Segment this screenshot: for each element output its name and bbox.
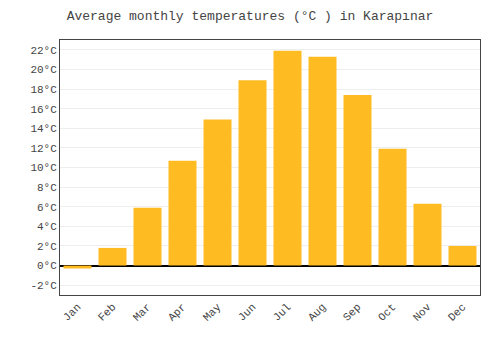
svg-text:Average monthly temperatures (: Average monthly temperatures (°C ) in Ka… xyxy=(67,9,434,24)
svg-text:Aug: Aug xyxy=(306,301,328,323)
svg-text:Nov: Nov xyxy=(411,301,434,324)
svg-text:8°C: 8°C xyxy=(37,182,57,194)
svg-text:Jun: Jun xyxy=(236,301,258,323)
svg-text:Apr: Apr xyxy=(166,301,188,323)
svg-text:Jul: Jul xyxy=(271,301,293,323)
svg-text:20°C: 20°C xyxy=(30,64,57,76)
svg-text:Oct: Oct xyxy=(376,301,398,323)
svg-text:May: May xyxy=(201,301,224,324)
svg-text:6°C: 6°C xyxy=(37,202,57,214)
svg-text:10°C: 10°C xyxy=(30,162,57,174)
svg-text:-2°C: -2°C xyxy=(30,280,57,292)
svg-text:Feb: Feb xyxy=(96,301,118,323)
svg-text:Jan: Jan xyxy=(61,301,83,323)
svg-text:Mar: Mar xyxy=(131,301,153,323)
svg-text:2°C: 2°C xyxy=(37,241,57,253)
svg-text:14°C: 14°C xyxy=(30,123,57,135)
svg-text:Dec: Dec xyxy=(446,301,468,323)
svg-text:0°C: 0°C xyxy=(37,260,57,272)
svg-text:12°C: 12°C xyxy=(30,143,57,155)
svg-text:4°C: 4°C xyxy=(37,221,57,233)
svg-text:18°C: 18°C xyxy=(30,84,57,96)
svg-text:22°C: 22°C xyxy=(30,45,57,57)
svg-text:16°C: 16°C xyxy=(30,104,57,116)
svg-text:Sep: Sep xyxy=(341,301,363,323)
